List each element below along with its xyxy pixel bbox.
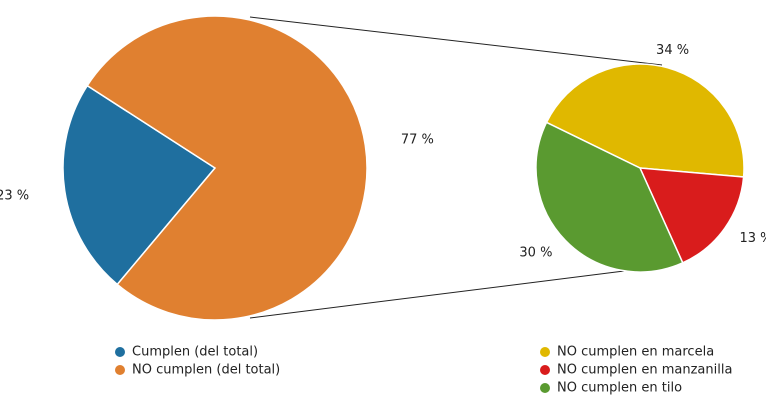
slice-label: 30 % (519, 245, 552, 260)
legend-swatch (540, 365, 550, 375)
slice-label: 77 % (401, 132, 434, 147)
connector-line (249, 16, 663, 66)
legend-label: NO cumplen en manzanilla (557, 363, 732, 378)
slice-label: 23 % (0, 189, 29, 204)
legend-label: Cumplen (del total) (132, 345, 258, 360)
pie-slice (62, 84, 217, 286)
legend-label: NO cumplen en tilo (557, 381, 682, 396)
legend-swatch (540, 383, 550, 393)
legend-swatch (115, 365, 125, 375)
legend-label: NO cumplen en marcela (557, 345, 714, 360)
legend-swatch (540, 347, 550, 357)
legend-swatch (115, 347, 125, 357)
pie-slice (86, 15, 368, 321)
pie-slice (638, 167, 745, 264)
pie-slice (535, 121, 684, 273)
slice-label: 34 % (656, 43, 689, 58)
pie-slice (545, 63, 745, 178)
slice-label: 13 % (740, 231, 766, 246)
connector-line (249, 269, 633, 319)
legend-label: NO cumplen (del total) (132, 363, 280, 378)
